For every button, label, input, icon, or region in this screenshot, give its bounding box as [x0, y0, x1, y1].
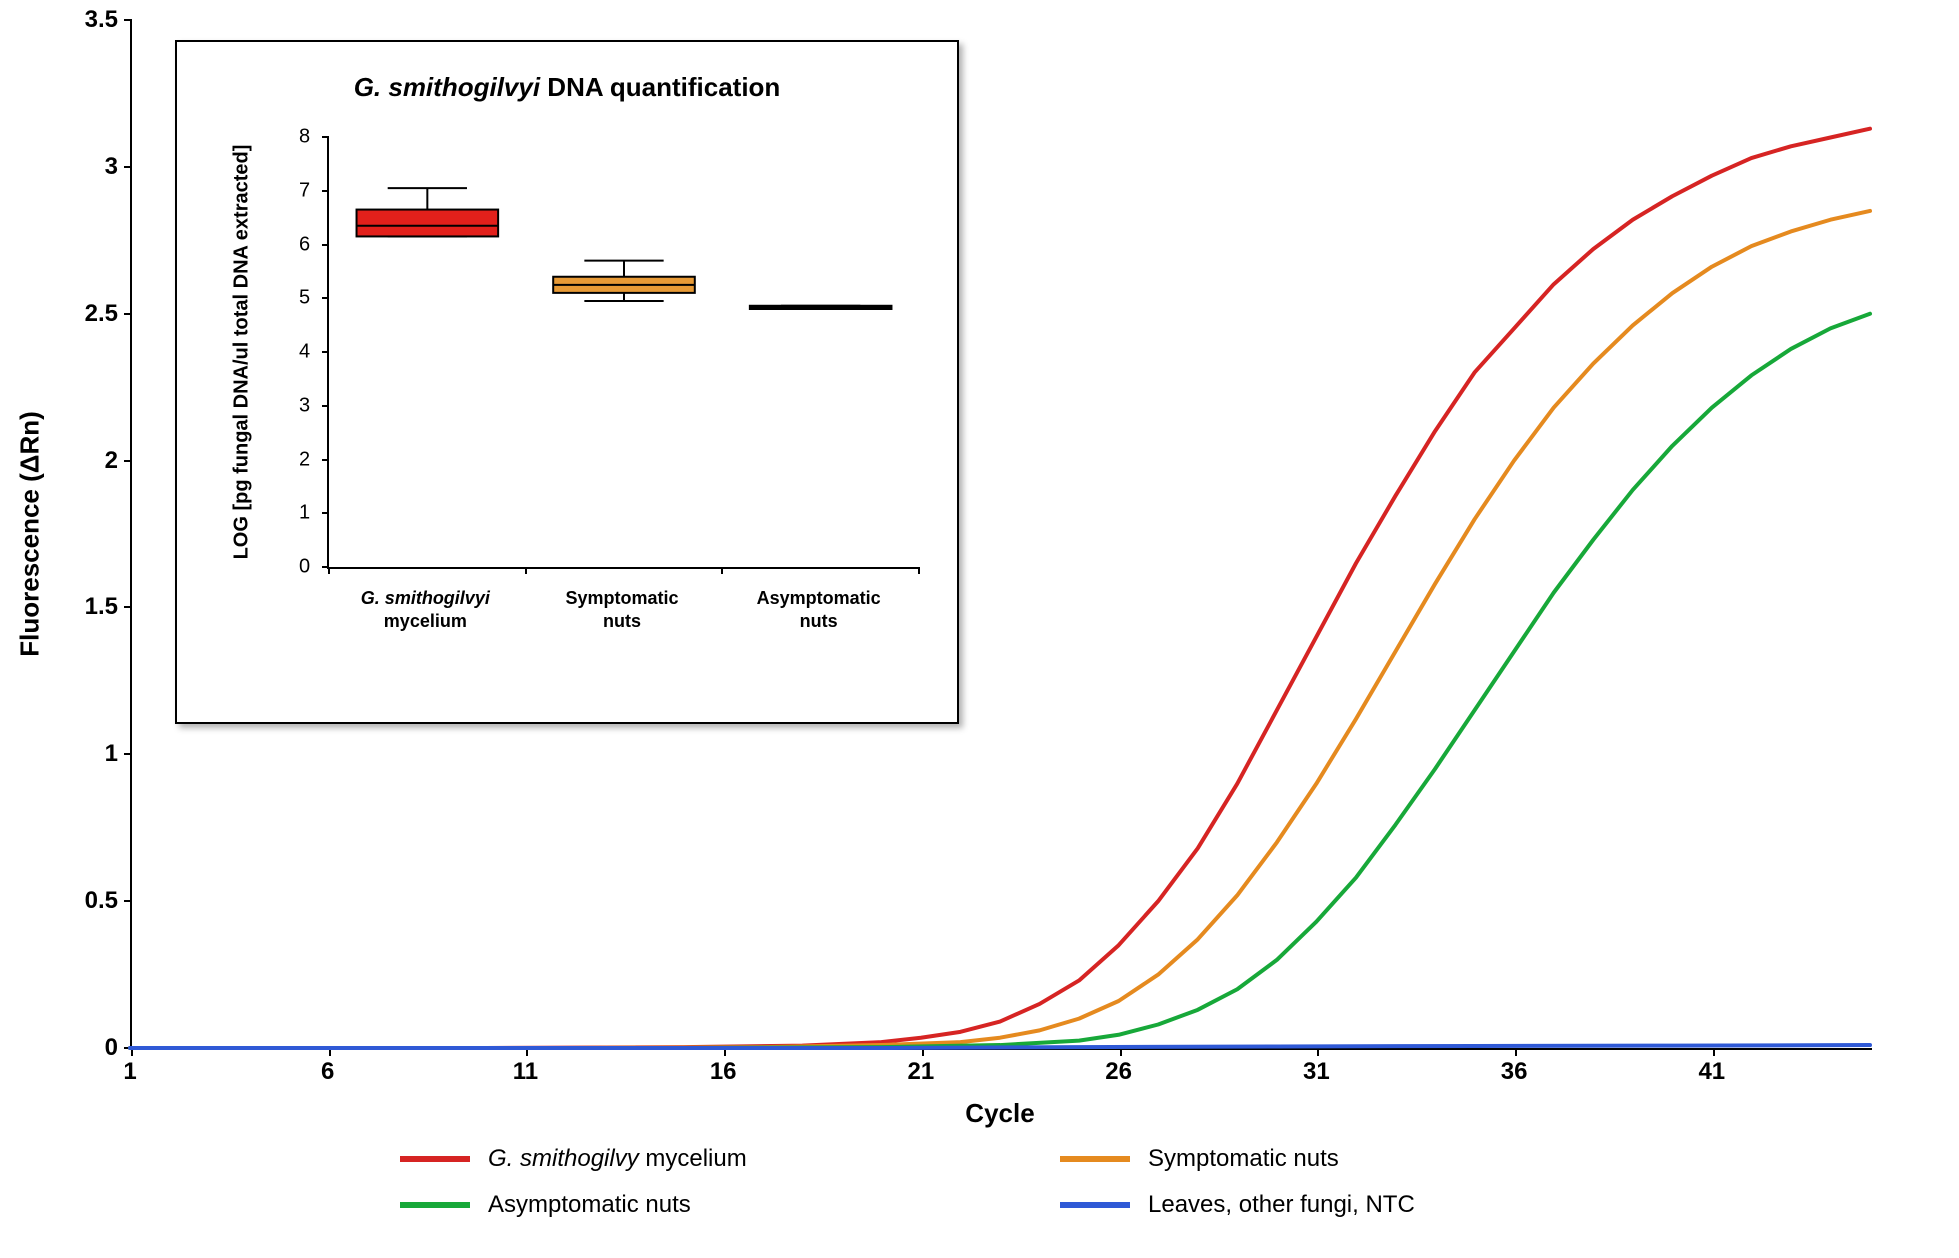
inset-y-tick	[322, 459, 329, 461]
main-y-tick-label: 2	[28, 447, 118, 475]
main-x-tick-label: 31	[1303, 1058, 1330, 1086]
inset-panel: G. smithogilvyi DNA quantification LOG […	[175, 40, 959, 724]
inset-y-tick-label: 8	[299, 126, 310, 149]
inset-y-tick-label: 2	[299, 448, 310, 471]
series-control	[130, 1045, 1870, 1048]
legend-item: Leaves, other fungi, NTC	[1060, 1191, 1600, 1219]
legend-item: Asymptomatic nuts	[400, 1191, 940, 1219]
legend-label: Asymptomatic nuts	[488, 1191, 691, 1219]
legend-swatch	[1060, 1156, 1130, 1162]
main-x-tick-label: 21	[908, 1058, 935, 1086]
main-x-tick-label: 16	[710, 1058, 737, 1086]
main-x-tick	[1120, 1048, 1122, 1056]
inset-y-axis-title: LOG [pg fungal DNA/ul total DNA extracte…	[231, 145, 254, 560]
inset-boxplot-svg	[329, 137, 919, 567]
inset-y-tick-label: 0	[299, 556, 310, 579]
main-y-tick-label: 0.5	[28, 887, 118, 915]
inset-y-tick	[322, 351, 329, 353]
inset-y-tick-label: 3	[299, 394, 310, 417]
inset-x-category-label: G. smithogilvyimycelium	[332, 587, 519, 632]
legend-swatch	[400, 1156, 470, 1162]
main-y-tick-label: 2.5	[28, 300, 118, 328]
inset-x-tick	[918, 567, 920, 574]
inset-y-tick	[322, 190, 329, 192]
legend-label: Symptomatic nuts	[1148, 1145, 1339, 1173]
inset-x-tick	[525, 567, 527, 574]
main-x-tick	[1515, 1048, 1517, 1056]
inset-y-tick	[322, 297, 329, 299]
inset-y-tick-label: 5	[299, 287, 310, 310]
main-x-tick-label: 6	[321, 1058, 334, 1086]
main-x-tick-label: 26	[1105, 1058, 1132, 1086]
legend-swatch	[1060, 1202, 1130, 1208]
inset-x-category-label: Asymptomaticnuts	[725, 587, 912, 632]
inset-y-tick	[322, 136, 329, 138]
main-y-tick-label: 1	[28, 740, 118, 768]
main-x-tick-label: 1	[123, 1058, 136, 1086]
figure-root: Fluorescence (ΔRn) Cycle 161116212631364…	[0, 0, 1959, 1258]
inset-x-tick	[721, 567, 723, 574]
inset-x-category-label: Symptomaticnuts	[529, 587, 716, 632]
main-y-tick-label: 3.5	[28, 6, 118, 34]
inset-y-tick	[322, 405, 329, 407]
legend-item: G. smithogilvy mycelium	[400, 1145, 940, 1173]
inset-x-tick	[328, 567, 330, 574]
main-x-tick-label: 36	[1501, 1058, 1528, 1086]
legend: G. smithogilvy mycelium Symptomatic nuts A…	[400, 1145, 1600, 1219]
inset-y-tick-label: 1	[299, 502, 310, 525]
inset-y-tick-label: 6	[299, 233, 310, 256]
main-x-tick	[1317, 1048, 1319, 1056]
inset-plot-area	[327, 137, 919, 569]
inset-box	[357, 210, 499, 237]
legend-swatch	[400, 1202, 470, 1208]
inset-y-tick	[322, 244, 329, 246]
main-x-tick	[1713, 1048, 1715, 1056]
legend-label: G. smithogilvy mycelium	[488, 1145, 747, 1173]
legend-label: Leaves, other fungi, NTC	[1148, 1191, 1415, 1219]
main-y-tick-label: 0	[28, 1034, 118, 1062]
main-x-axis-title: Cycle	[965, 1098, 1034, 1129]
main-x-tick-label: 11	[513, 1058, 538, 1086]
legend-item: Symptomatic nuts	[1060, 1145, 1600, 1173]
inset-y-tick-label: 4	[299, 341, 310, 364]
main-y-tick-label: 3	[28, 153, 118, 181]
main-y-tick-label: 1.5	[28, 593, 118, 621]
main-x-tick-label: 41	[1698, 1058, 1725, 1086]
inset-title: G. smithogilvyi DNA quantification	[354, 72, 781, 103]
inset-y-tick	[322, 512, 329, 514]
inset-y-tick-label: 7	[299, 179, 310, 202]
